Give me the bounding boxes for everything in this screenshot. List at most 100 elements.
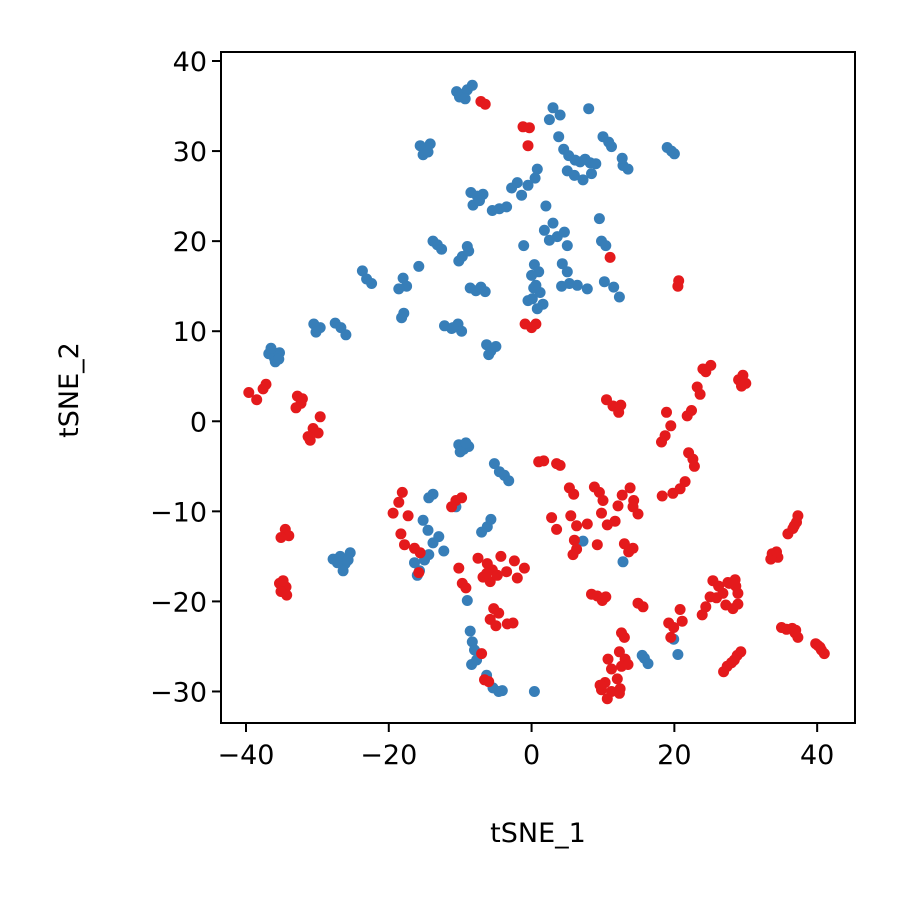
data-point [594,679,606,691]
data-point [771,546,782,558]
data-point [511,177,523,189]
data-point [491,569,503,581]
data-point [554,109,566,121]
data-point [561,266,573,278]
data-point [615,399,627,411]
data-point [331,557,343,569]
data-point [553,131,565,143]
data-point [613,687,625,699]
data-point [616,152,628,164]
data-point [296,393,308,405]
y-tick-label: −10 [150,497,207,528]
data-point [438,545,450,557]
data-point [571,520,583,532]
data-point [495,550,507,562]
data-point [571,279,583,291]
data-point [696,609,708,621]
data-point [530,318,542,330]
data-point [413,567,425,579]
data-point [618,631,630,643]
data-point [453,255,465,267]
data-point [356,265,368,277]
data-point [676,615,688,627]
x-tick-label: 20 [657,740,691,771]
data-point [483,676,495,688]
data-point [454,446,466,458]
data-point [642,658,654,670]
data-point [518,240,530,252]
data-point [342,554,354,566]
data-point [672,280,684,292]
data-point [409,557,420,569]
data-point [568,169,580,181]
data-point [474,195,485,207]
data-point [546,512,558,524]
y-tick-label: 0 [190,407,207,438]
data-point [636,649,648,661]
data-point [501,201,513,213]
data-point [340,329,352,341]
plot-frame [220,51,856,724]
y-axis-label: tSNE_2 [54,342,85,438]
data-point [314,411,326,423]
data-point [568,488,580,500]
data-point [717,587,729,599]
data-point [597,495,609,506]
data-point [600,240,612,252]
data-point [479,98,491,110]
data-point [522,295,534,307]
data-point [554,459,566,471]
data-point [528,282,540,294]
data-point [577,174,589,186]
data-point [393,496,405,508]
data-point [591,539,603,551]
data-point [590,158,602,170]
data-point [611,673,623,685]
data-point [447,322,459,334]
data-point [704,591,716,603]
data-point [476,648,488,660]
data-point [568,534,580,546]
data-point [688,460,700,472]
data-point [561,240,573,252]
data-point [522,140,534,152]
data-point [792,510,804,522]
data-point [556,258,568,270]
data-point [485,513,497,525]
data-point [417,514,429,526]
data-point [697,363,709,375]
data-point [436,243,448,255]
data-point [488,458,500,470]
x-tick-label: 40 [800,740,834,771]
data-point [604,251,616,263]
data-point [490,620,502,632]
data-point [616,489,628,501]
data-point [732,598,744,610]
data-point [446,501,458,513]
data-point [312,427,324,439]
data-point [396,312,408,324]
data-point [547,217,559,229]
data-point [681,410,693,422]
x-tick-label: −20 [360,740,417,771]
data-point [464,625,476,637]
x-axis: −40 −20 0 20 40 [217,723,834,771]
data-point [260,378,272,390]
data-point [600,591,612,603]
data-point [507,617,519,629]
data-point [427,488,439,500]
data-point [422,146,434,158]
data-point [476,526,488,538]
data-point [522,179,534,191]
data-point [609,515,621,527]
data-point [601,693,613,705]
y-tick-label: −20 [150,587,207,618]
data-point [243,387,255,398]
data-point [718,666,730,678]
x-tick-label: 0 [523,740,540,771]
data-point [728,654,740,666]
data-point [624,482,636,494]
data-point [668,148,680,160]
data-point [606,663,617,675]
data-point [479,286,491,298]
